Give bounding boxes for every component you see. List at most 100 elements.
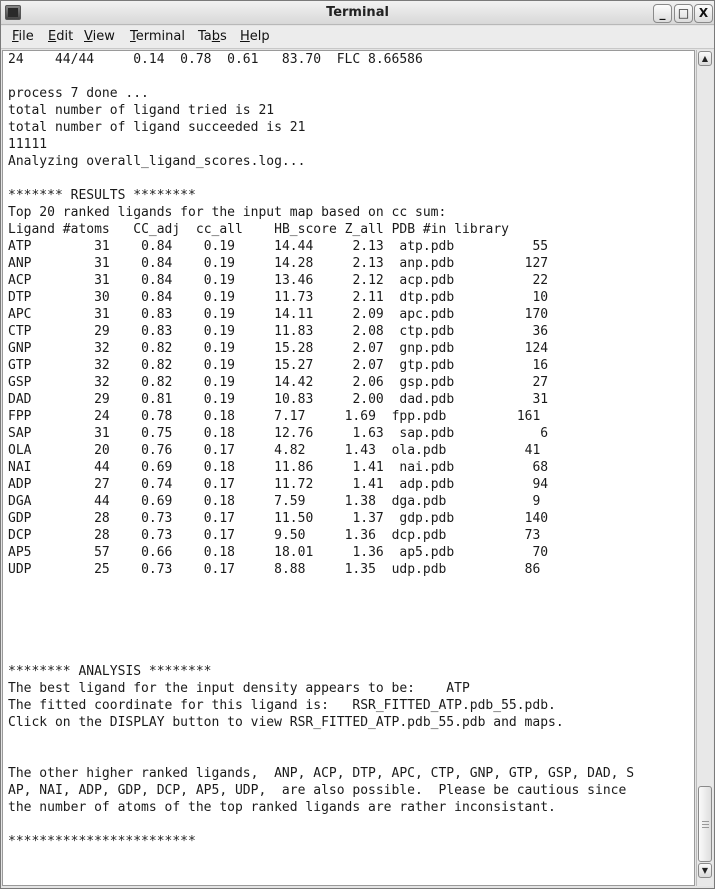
pdb-file: ola.pdb <box>391 443 447 458</box>
output-line: The best ligand for the input density ap… <box>8 681 470 696</box>
cc-all: 0.17 <box>203 562 236 577</box>
pdb-file: acp.pdb <box>399 273 455 288</box>
cc-all: 0.18 <box>203 409 236 424</box>
cc-all: 0.17 <box>203 528 236 543</box>
table-row: OLA 20 0.76 0.17 4.82 1.43 ola.pdb 41 <box>8 442 634 459</box>
output-line: process 7 done ... <box>8 86 149 101</box>
ligand-name: UDP <box>8 562 32 577</box>
pdb-file: nai.pdb <box>399 460 455 475</box>
pdb-file: udp.pdb <box>391 562 447 577</box>
cc-all: 0.19 <box>203 324 236 339</box>
pdb-file: dga.pdb <box>391 494 447 509</box>
cc-adj: 0.76 <box>141 443 173 458</box>
scroll-down-button[interactable]: ▼ <box>698 863 712 878</box>
menu-edit[interactable]: Edit <box>48 29 74 44</box>
window-title: Terminal <box>326 5 389 20</box>
cc-all: 0.18 <box>203 426 236 441</box>
cc-adj: 0.66 <box>141 545 173 560</box>
ligand-name: AP5 <box>8 545 32 560</box>
library-index: 10 <box>532 290 549 305</box>
output-line: 11111 <box>8 137 48 152</box>
ligand-name: CTP <box>8 324 32 339</box>
pdb-file: gtp.pdb <box>399 358 455 373</box>
cc-all: 0.18 <box>203 460 236 475</box>
output-line <box>8 578 634 595</box>
atom-count: 24 <box>94 409 110 424</box>
menu-terminal[interactable]: Terminal <box>130 29 185 44</box>
atom-count: 29 <box>94 324 110 339</box>
hb-score: 11.72 <box>274 477 314 492</box>
pdb-file: atp.pdb <box>399 239 455 254</box>
library-index: 9 <box>532 494 541 509</box>
pdb-file: adp.pdb <box>399 477 455 492</box>
cc-adj: 0.73 <box>141 511 173 526</box>
z-all: 2.08 <box>352 324 384 339</box>
terminal-icon[interactable] <box>5 5 21 20</box>
close-icon: X <box>698 6 709 20</box>
z-all: 2.06 <box>352 375 384 390</box>
scrollbar-thumb[interactable] <box>698 786 712 862</box>
maximize-button[interactable]: □ <box>674 4 693 23</box>
table-row: DGA 44 0.69 0.18 7.59 1.38 dga.pdb 9 <box>8 493 634 510</box>
cc-all: 0.19 <box>203 256 236 271</box>
terminal-output[interactable]: 24 44/44 0.14 0.78 0.61 83.70 FLC 8.6658… <box>2 50 695 886</box>
library-index: 31 <box>532 392 549 407</box>
menu-tabs[interactable]: Tabs <box>198 29 227 44</box>
z-all: 1.43 <box>344 443 376 458</box>
menu-help[interactable]: Help <box>240 29 270 44</box>
scroll-up-button[interactable]: ▲ <box>698 51 712 66</box>
output-line: the number of atoms of the top ranked li… <box>8 800 556 815</box>
ligand-name: DGA <box>8 494 32 509</box>
atom-count: 32 <box>94 375 110 390</box>
cc-adj: 0.83 <box>141 307 173 322</box>
output-line: Top 20 ranked ligands for the input map … <box>8 205 447 220</box>
atom-count: 31 <box>94 239 110 254</box>
atom-count: 28 <box>94 511 110 526</box>
library-index: 36 <box>532 324 549 339</box>
table-row: SAP 31 0.75 0.18 12.76 1.63 sap.pdb 6 <box>8 425 634 442</box>
library-index: 161 <box>516 409 541 424</box>
title-bar[interactable]: Terminal _ □ X <box>1 1 714 25</box>
library-index: 41 <box>524 443 541 458</box>
cc-adj: 0.84 <box>141 239 173 254</box>
ligand-name: ANP <box>8 256 32 271</box>
output-line: total number of ligand tried is 21 <box>8 103 275 118</box>
atom-count: 57 <box>94 545 110 560</box>
library-index: 6 <box>540 426 549 441</box>
output-line: 24 44/44 0.14 0.78 0.61 83.70 FLC 8.6658… <box>8 52 423 67</box>
cc-adj: 0.73 <box>141 562 173 577</box>
menu-bar: File Edit View Terminal Tabs Help <box>1 26 714 49</box>
cc-all: 0.19 <box>203 358 236 373</box>
table-row: DTP 30 0.84 0.19 11.73 2.11 dtp.pdb 10 <box>8 289 634 306</box>
close-button[interactable]: X <box>694 4 713 23</box>
atom-count: 29 <box>94 392 110 407</box>
ligand-name: DAD <box>8 392 32 407</box>
hb-score: 15.28 <box>274 341 314 356</box>
cc-adj: 0.82 <box>141 341 173 356</box>
pdb-file: sap.pdb <box>399 426 455 441</box>
output-line <box>8 748 634 765</box>
vertical-scrollbar[interactable]: ▲ ▼ <box>696 50 713 886</box>
column-header: cc_all <box>195 222 243 237</box>
output-line: The other higher ranked ligands, ANP, AC… <box>8 766 635 781</box>
ligand-name: SAP <box>8 426 32 441</box>
menu-file[interactable]: File <box>12 29 34 44</box>
minimize-button[interactable]: _ <box>653 4 672 23</box>
table-row: DCP 28 0.73 0.17 9.50 1.36 dcp.pdb 73 <box>8 527 634 544</box>
grip-icon <box>702 821 709 822</box>
hb-score: 8.88 <box>274 562 306 577</box>
menu-view[interactable]: View <box>84 29 115 44</box>
cc-all: 0.18 <box>203 545 236 560</box>
cc-all: 0.19 <box>203 290 236 305</box>
output-line: Analyzing overall_ligand_scores.log... <box>8 154 306 169</box>
ligand-name: GNP <box>8 341 32 356</box>
atom-count: 28 <box>94 528 110 543</box>
library-index: 70 <box>532 545 549 560</box>
cc-adj: 0.82 <box>141 375 173 390</box>
terminal-text: 24 44/44 0.14 0.78 0.61 83.70 FLC 8.6658… <box>8 51 634 850</box>
atom-count: 32 <box>94 341 110 356</box>
ligand-name: DTP <box>8 290 32 305</box>
hb-score: 7.59 <box>274 494 306 509</box>
atom-count: 31 <box>94 256 110 271</box>
grip-line <box>702 827 709 828</box>
